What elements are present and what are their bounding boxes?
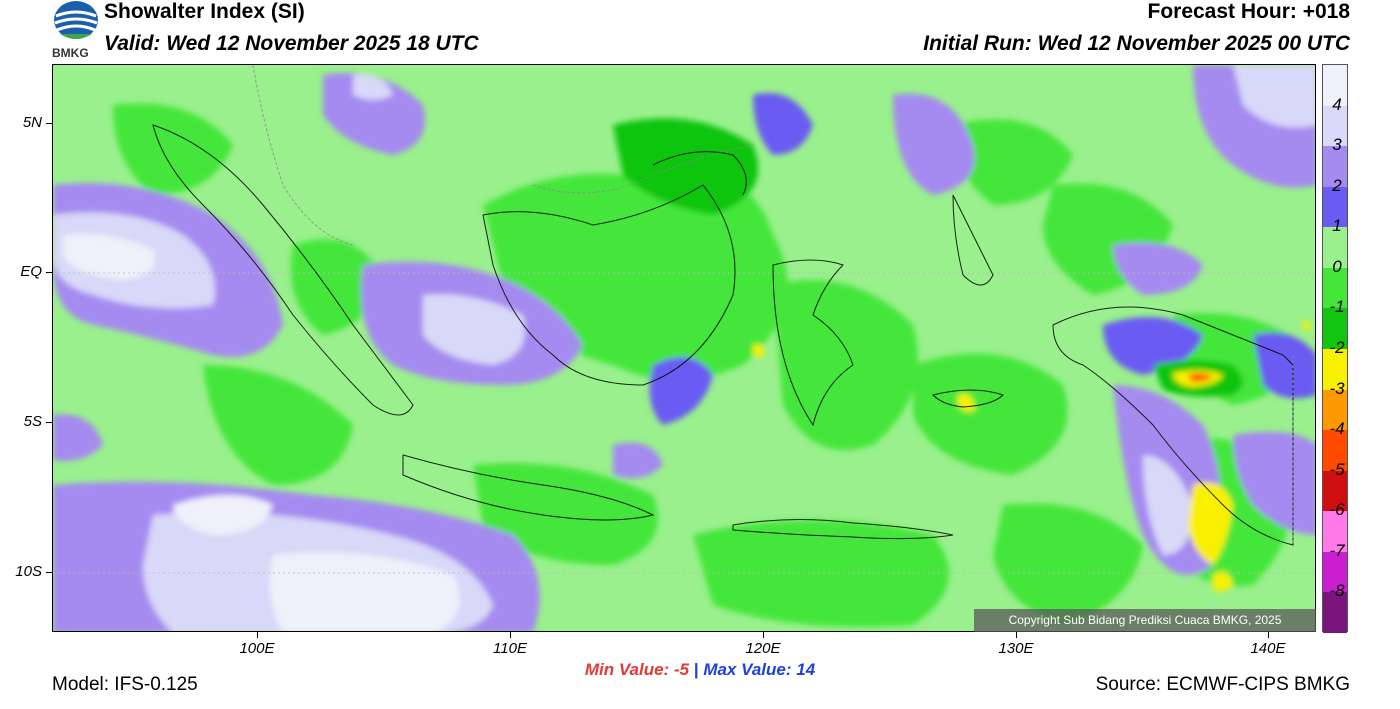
colorbar-segment [1323, 430, 1347, 472]
max-value: 14 [796, 660, 816, 679]
colorbar-label: -6 [1329, 500, 1345, 520]
showalter-index-map [52, 64, 1316, 632]
lon-label-100e: 100E [239, 640, 275, 657]
lon-tick [510, 632, 511, 638]
colorbar-label: -5 [1329, 459, 1345, 479]
colorbar-segment [1323, 308, 1347, 350]
lat-tick [46, 123, 52, 124]
colorbar [1322, 64, 1348, 634]
colorbar-label: 4 [1332, 94, 1342, 114]
lon-tick [1016, 632, 1017, 638]
min-value: -5 [673, 660, 690, 679]
lon-tick [763, 632, 764, 638]
lon-label-120e: 120E [745, 640, 781, 657]
max-value-label: Max Value: [703, 660, 792, 679]
colorbar-segment [1323, 511, 1347, 553]
colorbar-segment [1323, 65, 1347, 107]
colorbar-label: -1 [1329, 297, 1345, 317]
colorbar-label: -4 [1329, 419, 1345, 439]
min-max-values: Min Value: -5 | Max Value: 14 [0, 660, 1400, 680]
colorbar-segment [1323, 227, 1347, 269]
lat-tick [46, 422, 52, 423]
colorbar-label: 1 [1332, 216, 1342, 236]
min-value-label: Min Value: [584, 660, 670, 679]
chart-title: Showalter Index (SI) [104, 0, 305, 23]
colorbar-label: -2 [1329, 338, 1345, 357]
lat-label-eq: EQ [20, 263, 42, 280]
colorbar-segment [1323, 349, 1347, 391]
logo-text: BMKG [52, 46, 89, 60]
lat-label-10s: 10S [15, 563, 42, 580]
model-info: Model: IFS-0.125 [52, 674, 198, 695]
map-field [53, 65, 1315, 631]
lon-tick [257, 632, 258, 638]
colorbar-label: -3 [1329, 378, 1345, 398]
colorbar-segment [1323, 105, 1347, 147]
forecast-hour: Forecast Hour: +018 [1147, 0, 1351, 23]
lat-tick [46, 272, 52, 273]
lon-label-140e: 140E [1250, 640, 1286, 657]
lat-tick [46, 572, 52, 573]
colorbar-segment [1323, 146, 1347, 188]
colorbar-label: -8 [1329, 581, 1345, 601]
lon-label-110e: 110E [493, 640, 527, 657]
lon-tick [1268, 632, 1269, 638]
colorbar-segment [1323, 551, 1347, 593]
valid-time: Valid: Wed 12 November 2025 18 UTC [104, 32, 479, 55]
colorbar-label: -7 [1329, 540, 1345, 560]
bmkg-logo [54, 1, 98, 39]
colorbar-segment [1323, 186, 1347, 228]
lon-label-130e: 130E [998, 640, 1034, 657]
colorbar-segment [1323, 389, 1347, 431]
colorbar-segment [1323, 267, 1347, 309]
colorbar-label: 3 [1332, 135, 1342, 155]
colorbar-segment [1323, 592, 1347, 634]
lat-label-5n: 5N [22, 114, 42, 131]
initial-run: Initial Run: Wed 12 November 2025 00 UTC [923, 32, 1350, 55]
colorbar-segment [1323, 470, 1347, 512]
colorbar-label: 0 [1332, 256, 1342, 276]
copyright-notice: Copyright Sub Bidang Prediksi Cuaca BMKG… [974, 609, 1316, 632]
stats-separator: | [693, 660, 699, 679]
colorbar-label: 2 [1332, 175, 1342, 195]
source-info: Source: ECMWF-CIPS BMKG [1095, 674, 1350, 695]
lat-label-5s: 5S [23, 413, 42, 430]
